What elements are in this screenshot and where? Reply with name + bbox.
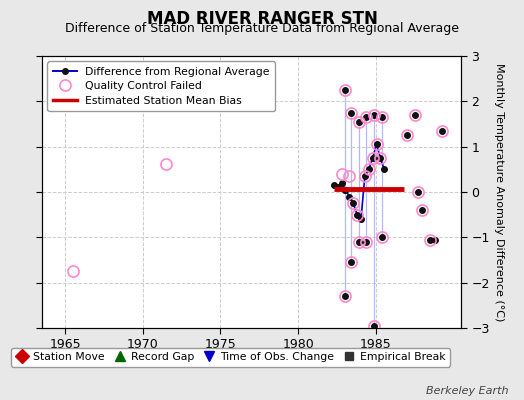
Text: Difference of Station Temperature Data from Regional Average: Difference of Station Temperature Data f…: [65, 22, 459, 35]
Text: MAD RIVER RANGER STN: MAD RIVER RANGER STN: [147, 10, 377, 28]
Text: Berkeley Earth: Berkeley Earth: [426, 386, 508, 396]
Legend: Difference from Regional Average, Quality Control Failed, Estimated Station Mean: Difference from Regional Average, Qualit…: [47, 62, 275, 111]
Y-axis label: Monthly Temperature Anomaly Difference (°C): Monthly Temperature Anomaly Difference (…: [494, 63, 504, 321]
Legend: Station Move, Record Gap, Time of Obs. Change, Empirical Break: Station Move, Record Gap, Time of Obs. C…: [11, 348, 450, 366]
